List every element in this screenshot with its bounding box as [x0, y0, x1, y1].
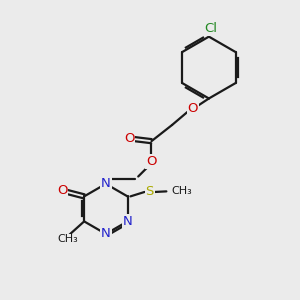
- Text: N: N: [101, 177, 111, 190]
- Text: CH₃: CH₃: [171, 186, 192, 197]
- Text: O: O: [57, 184, 67, 197]
- Text: O: O: [188, 102, 198, 115]
- Text: Cl: Cl: [204, 22, 217, 35]
- Text: O: O: [146, 155, 157, 168]
- Text: S: S: [146, 185, 154, 199]
- Text: N: N: [101, 227, 111, 240]
- Text: CH₃: CH₃: [58, 234, 78, 244]
- Text: O: O: [124, 132, 135, 145]
- Text: N: N: [123, 215, 132, 228]
